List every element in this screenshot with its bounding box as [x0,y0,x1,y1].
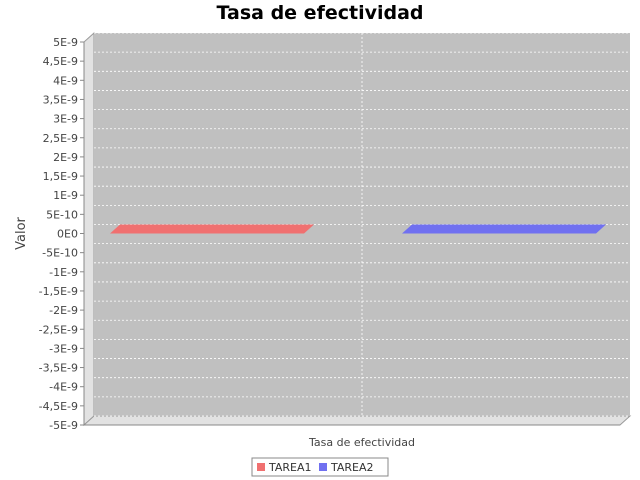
grid-lines [94,32,630,417]
y-tick-label: 2,5E-9 [43,132,78,145]
bar-top-face [402,224,606,234]
bars [110,224,606,234]
y-tick-label: -5E-9 [49,419,78,432]
y-tick-label: 4,5E-9 [43,55,78,68]
plot-floor [82,415,632,426]
y-tick-label: 3E-9 [53,113,78,126]
y-tick-label: 5E-9 [53,36,78,49]
y-tick-label: -5E-10 [42,247,78,260]
y-tick-label: 5E-10 [46,208,78,221]
plot-side-wall [83,31,95,427]
legend-label: TAREA1 [268,461,312,474]
y-tick-label: -3E-9 [49,342,78,355]
y-tick-label: -2E-9 [49,304,78,317]
bar-top-face [110,224,314,234]
legend-swatch [319,463,327,471]
y-tick-label: -4E-9 [49,381,78,394]
bar-tarea2 [402,224,606,234]
y-tick-label: 1,5E-9 [43,170,78,183]
legend-label: TAREA2 [330,461,374,474]
y-tick-label: -4,5E-9 [39,400,78,413]
legend-swatch [257,463,265,471]
y-axis-title: Valor [14,216,29,249]
legend: TAREA1 TAREA2 [251,457,389,477]
y-tick-label: -1,5E-9 [39,285,78,298]
y-tick-label: -2,5E-9 [39,323,78,336]
chart-title: Tasa de efectividad [216,2,424,24]
y-tick-label: 4E-9 [53,74,78,87]
y-tick-label: -1E-9 [49,266,78,279]
bar-tarea1 [110,224,314,234]
y-tick-label: 0E0 [57,228,78,241]
y-tick-label: 2E-9 [53,151,78,164]
y-tick-label: -3,5E-9 [39,362,78,375]
y-tick-label: 1E-9 [53,189,78,202]
axes: 5E-9 4,5E-9 4E-9 3,5E-9 3E-9 2,5E-9 2E-9 1,5E-9… [14,36,620,449]
y-tick-label: 3,5E-9 [43,93,78,106]
x-category-label: Tasa de efectividad [308,436,415,449]
